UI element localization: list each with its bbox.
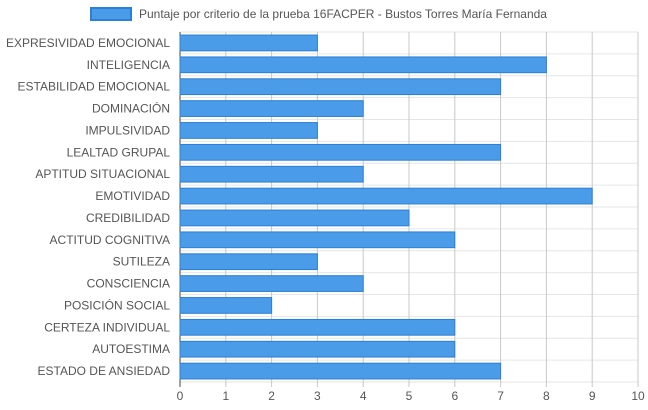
bar	[179, 340, 456, 358]
x-tick-label: 1	[222, 389, 229, 403]
category-label: ESTADO DE ANSIEDAD	[38, 364, 171, 378]
category-label: CONSCIENCIA	[87, 277, 170, 291]
x-tick-label: 10	[631, 389, 645, 403]
bar	[179, 253, 318, 271]
bar	[179, 34, 318, 52]
x-tick-label: 9	[589, 389, 596, 403]
bar	[179, 318, 456, 336]
bar	[179, 362, 502, 380]
category-label: CREDIBILIDAD	[86, 211, 170, 225]
x-tick-label: 5	[406, 389, 413, 403]
bar	[179, 143, 502, 161]
category-label: ACTITUD COGNITIVA	[50, 233, 170, 247]
category-label: ESTABILIDAD EMOCIONAL	[18, 80, 171, 94]
x-tick-label: 6	[451, 389, 458, 403]
bar	[179, 56, 547, 74]
bar	[179, 275, 364, 292]
legend-label: Puntaje por criterio de la prueba 16FACP…	[139, 7, 547, 21]
category-label: IMPULSIVIDAD	[85, 123, 170, 137]
bar	[179, 122, 318, 139]
bar	[179, 165, 364, 183]
bar	[179, 187, 593, 205]
x-tick-label: 0	[177, 389, 184, 403]
x-tick-label: 8	[543, 389, 550, 403]
category-label: CERTEZA INDIVIDUAL	[44, 320, 170, 334]
category-label: EXPRESIVIDAD EMOCIONAL	[6, 36, 170, 50]
bar	[179, 231, 456, 249]
x-tick-label: 2	[268, 389, 275, 403]
bar	[179, 78, 502, 96]
bar	[179, 209, 410, 227]
bar	[179, 297, 273, 314]
bar	[179, 100, 364, 117]
category-label: POSICIÓN SOCIAL	[64, 297, 170, 312]
category-label: APTITUD SITUACIONAL	[35, 167, 170, 181]
x-tick-label: 3	[314, 389, 321, 403]
category-label: DOMINACIÓN	[92, 101, 170, 116]
category-label: INTELIGENCIA	[87, 58, 170, 72]
x-tick-label: 7	[497, 389, 504, 403]
x-tick-label: 4	[360, 389, 367, 403]
category-label: AUTOESTIMA	[92, 342, 170, 356]
category-label: LEALTAD GRUPAL	[67, 145, 171, 159]
category-label: SUTILEZA	[113, 255, 170, 269]
legend-swatch	[90, 7, 132, 21]
category-label: EMOTIVIDAD	[95, 189, 170, 203]
